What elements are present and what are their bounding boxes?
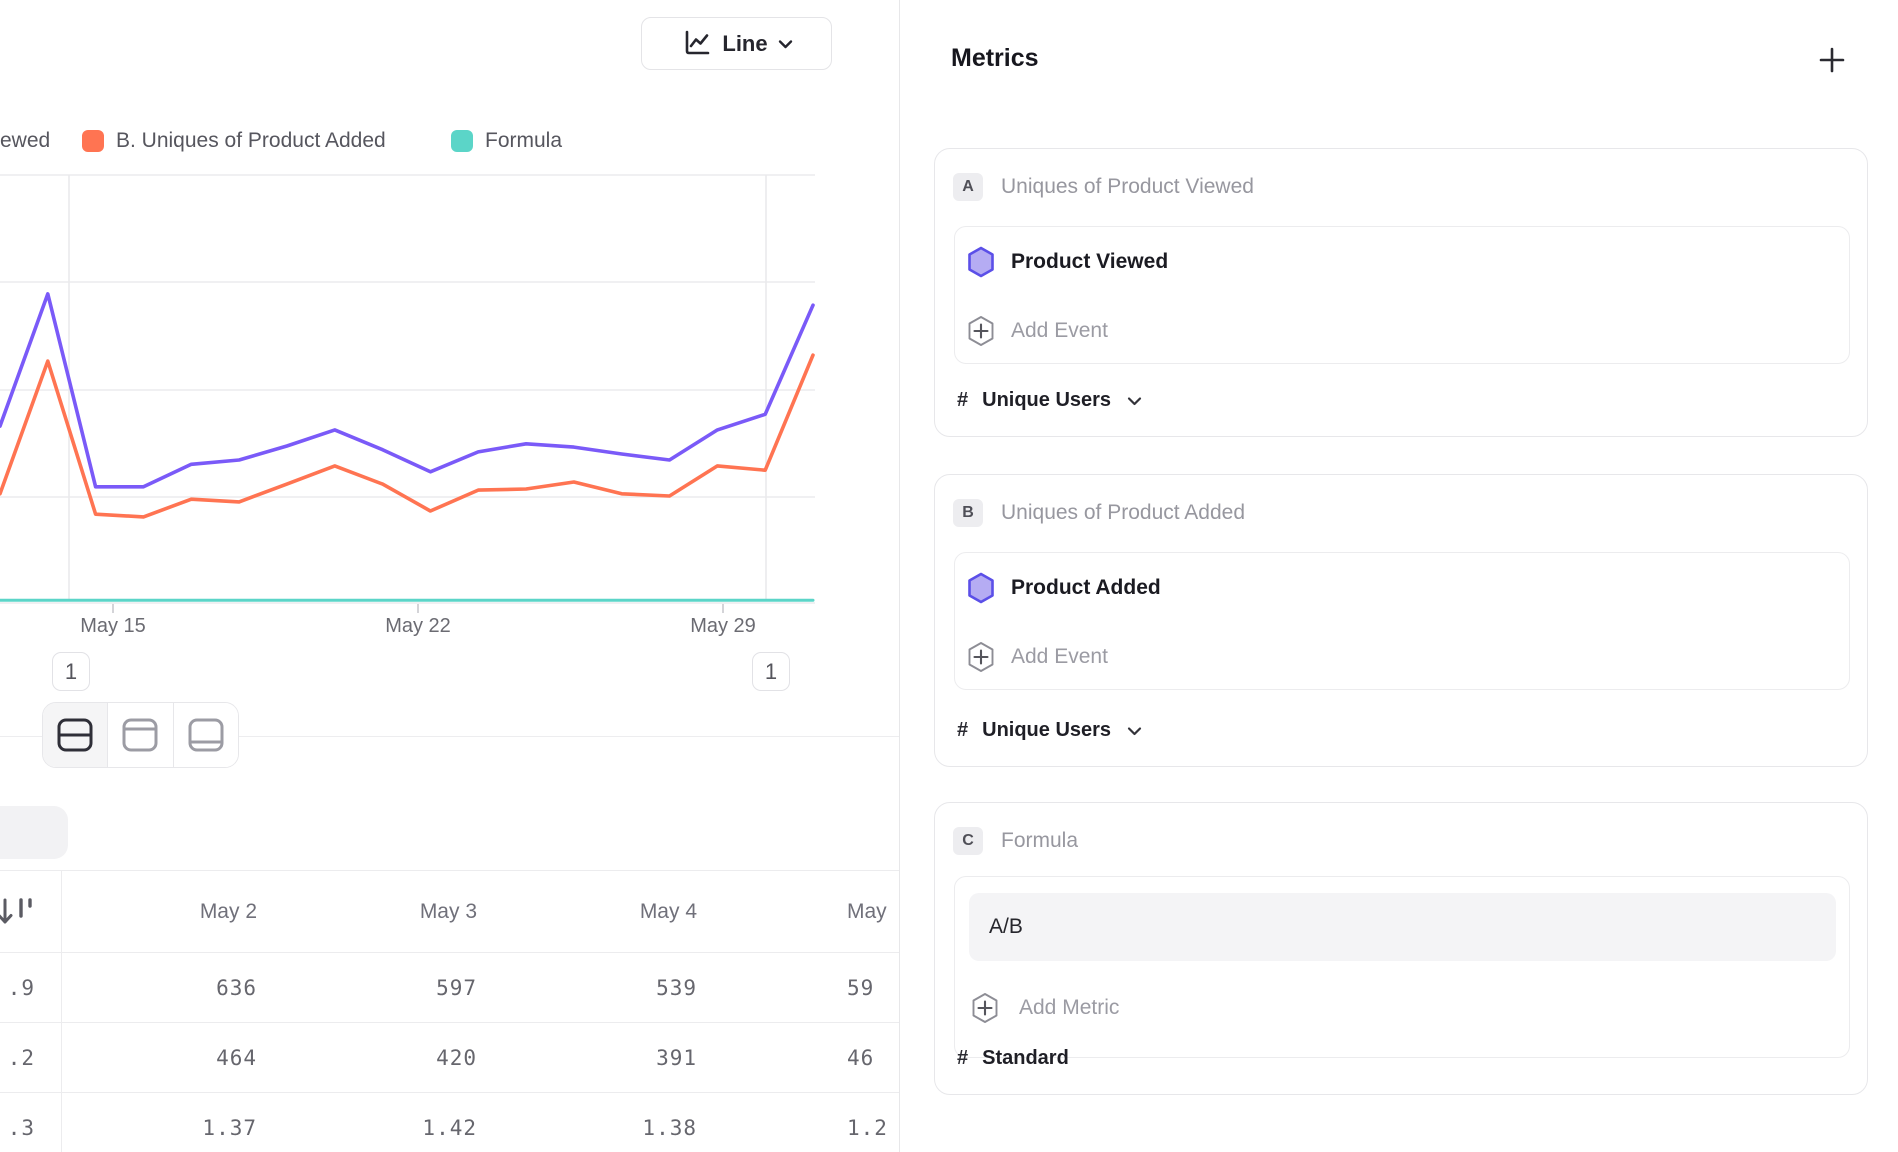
- measure-label: Unique Users: [982, 719, 1112, 741]
- metric-badge-a: A: [953, 173, 983, 201]
- table-header-row: May 2 May 3 May 4 May: [0, 870, 899, 953]
- line-chart-icon: [680, 28, 712, 60]
- legend-item-a[interactable]: ewed: [0, 127, 50, 155]
- metric-card-b: B Uniques of Product Added Product Added…: [934, 474, 1868, 767]
- formula-input[interactable]: A/B: [969, 893, 1836, 961]
- measure-label: Unique Users: [982, 389, 1112, 411]
- col-header-may4[interactable]: May 4: [639, 899, 697, 923]
- x-tick-label-may15: May 15: [80, 615, 146, 637]
- legend-label-b: B. Uniques of Product Added: [116, 129, 386, 152]
- chart-type-label: Line: [722, 30, 768, 56]
- metric-card-c: C Formula A/B Add Metric # Standard: [934, 802, 1868, 1095]
- x-tick-label-may22: May 22: [385, 615, 451, 637]
- table-corner-chip[interactable]: [0, 806, 68, 859]
- event-name: Product Added: [1011, 575, 1161, 599]
- metric-badge-c: C: [953, 827, 983, 855]
- legend-item-b[interactable]: B. Uniques of Product Added: [82, 127, 386, 155]
- measure-selector-b[interactable]: # Unique Users: [957, 719, 1142, 742]
- cell: 1.38: [642, 1115, 697, 1140]
- cell: 636: [216, 975, 257, 1000]
- cell: 1.2: [847, 1115, 888, 1140]
- add-metric-row[interactable]: Add Metric: [971, 977, 1119, 1039]
- metric-badge-b: B: [953, 499, 983, 527]
- col-header-may3[interactable]: May 3: [419, 899, 477, 923]
- cell: 46: [847, 1045, 875, 1070]
- add-event-row[interactable]: Add Event: [955, 622, 1849, 691]
- cell: 391: [656, 1045, 697, 1070]
- cell: 420: [436, 1045, 477, 1070]
- add-metric-hexagon-plus-icon: [971, 992, 999, 1024]
- metric-title-a: Uniques of Product Viewed: [1001, 175, 1254, 198]
- col-header-may5-cropped[interactable]: May: [847, 899, 887, 923]
- series-line-b: [0, 353, 815, 519]
- add-event-hexagon-plus-icon: [967, 315, 995, 347]
- col-header-may2[interactable]: May 2: [199, 899, 257, 923]
- formula-box: A/B Add Metric: [954, 876, 1850, 1058]
- series-line-a: [0, 292, 815, 489]
- event-list-box: Product Viewed Add Event: [954, 226, 1850, 364]
- cell: .3: [0, 1093, 62, 1152]
- legend-swatch-b: [82, 130, 104, 152]
- event-row-product-viewed[interactable]: Product Viewed: [955, 227, 1849, 296]
- hash-icon: #: [957, 719, 969, 741]
- metric-card-a: A Uniques of Product Viewed Product View…: [934, 148, 1868, 437]
- add-metric-plus-button[interactable]: [1818, 46, 1846, 74]
- cell: 1.42: [422, 1115, 477, 1140]
- panel-bottom-icon: [186, 715, 226, 755]
- measure-selector-a[interactable]: # Unique Users: [957, 389, 1142, 412]
- annotation-badge-right[interactable]: 1: [752, 652, 790, 691]
- add-event-label: Add Event: [1011, 644, 1108, 668]
- results-table: May 2 May 3 May 4 May .9 636 597 539 59 …: [0, 870, 899, 1152]
- metrics-panel: Metrics A Uniques of Product Viewed Prod…: [899, 0, 1898, 1152]
- cell: .2: [0, 1023, 62, 1092]
- chart-type-button[interactable]: Line: [641, 17, 832, 70]
- section-divider: [0, 736, 899, 737]
- chevron-down-icon: [1127, 726, 1142, 735]
- event-name: Product Viewed: [1011, 249, 1169, 273]
- legend-item-c[interactable]: Formula: [451, 127, 562, 155]
- sort-header-cell[interactable]: [0, 871, 62, 952]
- layout-option-panel-top[interactable]: [107, 703, 173, 767]
- hash-icon: #: [957, 389, 969, 411]
- add-event-label: Add Event: [1011, 318, 1108, 342]
- metrics-panel-title: Metrics: [951, 44, 1039, 72]
- panel-top-icon: [120, 715, 160, 755]
- chart-legend: ewed B. Uniques of Product Added Formula: [0, 127, 899, 157]
- split-horizontal-icon: [55, 715, 95, 755]
- event-list-box: Product Added Add Event: [954, 552, 1850, 690]
- cell: 539: [656, 975, 697, 1000]
- measure-selector-c[interactable]: # Standard: [957, 1047, 1069, 1070]
- chevron-down-icon: [1127, 396, 1142, 405]
- hash-icon: #: [957, 1047, 969, 1069]
- add-metric-label: Add Metric: [1019, 996, 1120, 1019]
- chevron-down-icon: [778, 39, 793, 49]
- metric-title-b: Uniques of Product Added: [1001, 501, 1246, 524]
- cell: 1.37: [202, 1115, 257, 1140]
- measure-label: Standard: [982, 1047, 1069, 1069]
- sort-descending-icon: [0, 892, 42, 932]
- layout-option-split-horizontal[interactable]: [43, 703, 108, 767]
- legend-swatch-c: [451, 130, 473, 152]
- metric-title-c: Formula: [1001, 829, 1079, 852]
- event-row-product-added[interactable]: Product Added: [955, 553, 1849, 622]
- layout-toggle-group: [42, 702, 239, 768]
- cell: 464: [216, 1045, 257, 1070]
- cell: 597: [436, 975, 477, 1000]
- table-row: .9 636 597 539 59: [0, 953, 899, 1023]
- event-hexagon-icon: [967, 246, 995, 278]
- table-row: .2 464 420 391 46: [0, 1023, 899, 1093]
- add-event-hexagon-plus-icon: [967, 641, 995, 673]
- layout-option-panel-bottom[interactable]: [172, 703, 238, 767]
- annotation-badge-left[interactable]: 1: [52, 652, 90, 691]
- add-event-row[interactable]: Add Event: [955, 296, 1849, 365]
- chart-plot-area[interactable]: [0, 150, 899, 620]
- x-tick-label-may29: May 29: [690, 615, 756, 637]
- legend-label-c: Formula: [485, 129, 563, 152]
- legend-label-a: ewed: [0, 129, 51, 152]
- cell: .9: [0, 953, 62, 1022]
- event-hexagon-icon: [967, 572, 995, 604]
- cell: 59: [847, 975, 875, 1000]
- table-row: .3 1.37 1.42 1.38 1.2: [0, 1093, 899, 1152]
